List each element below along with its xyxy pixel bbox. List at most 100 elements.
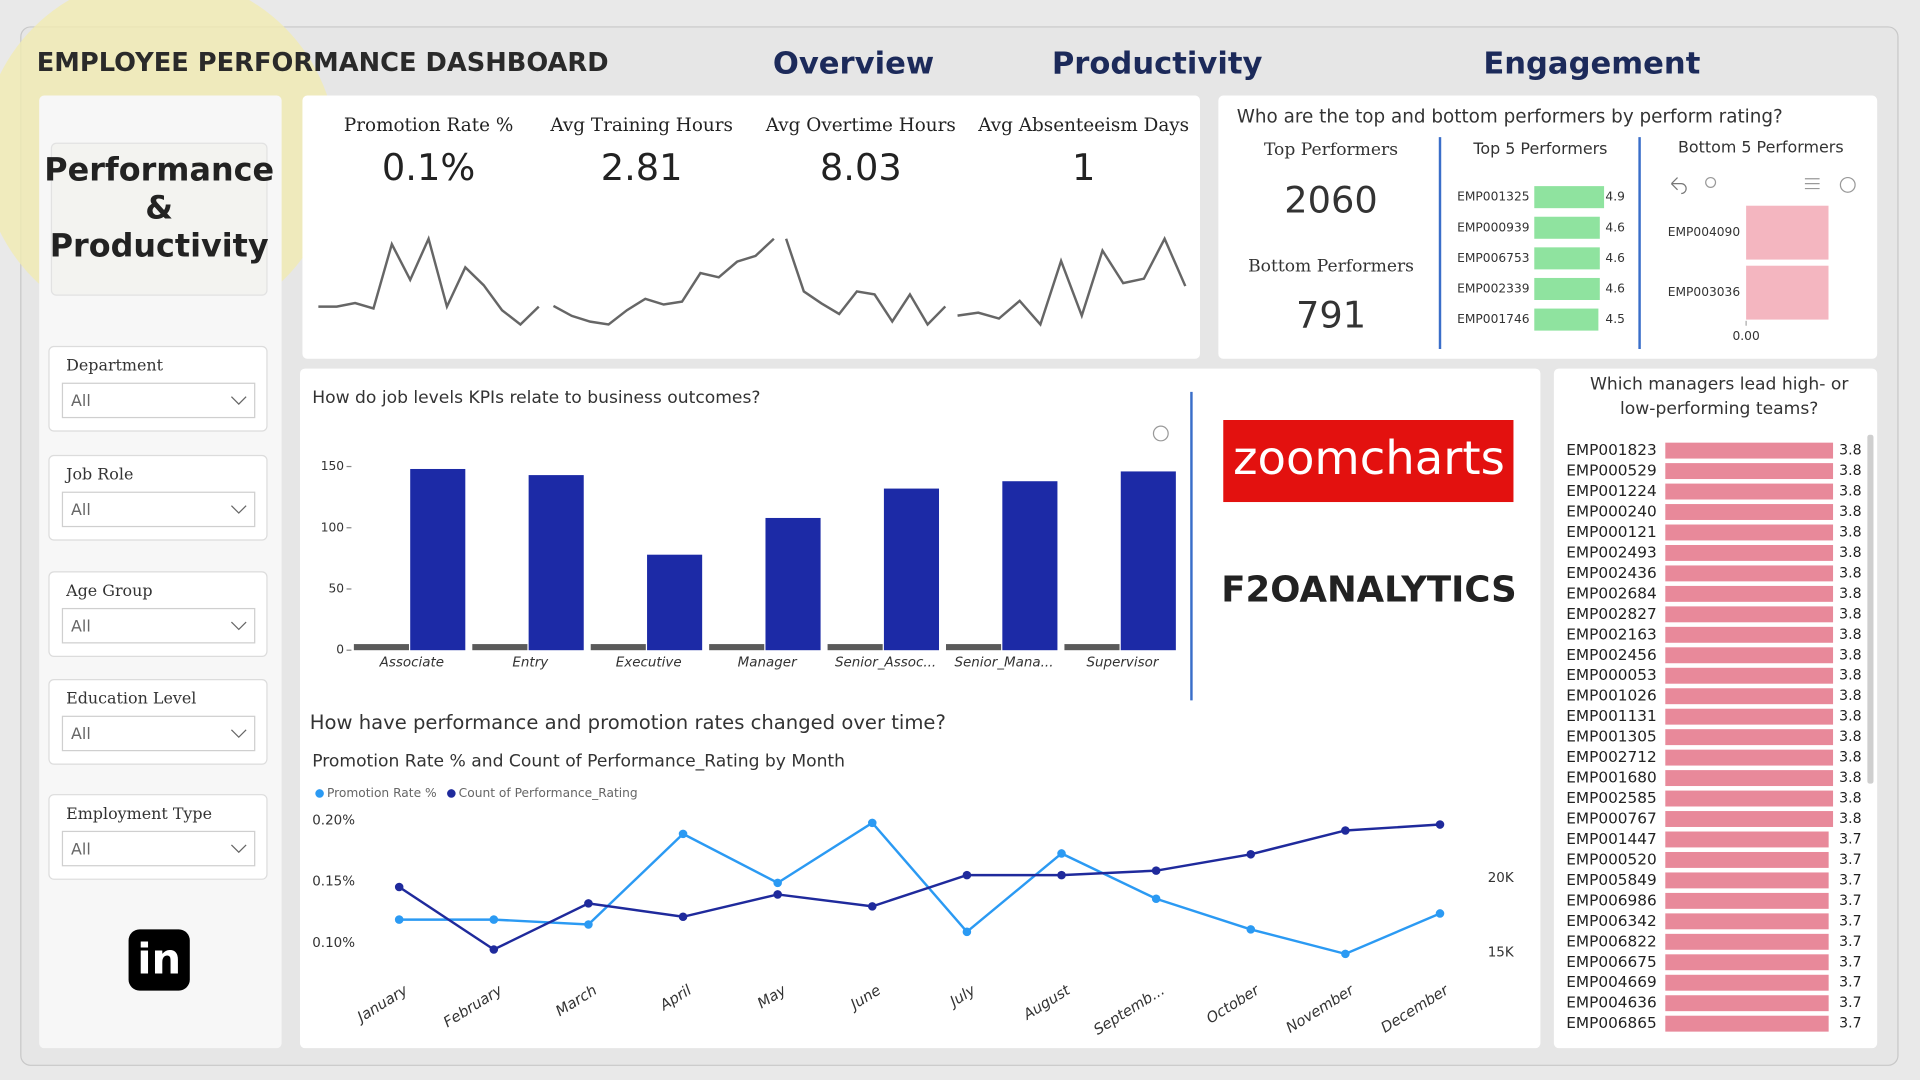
bar[interactable] — [1665, 463, 1834, 480]
bar[interactable] — [647, 554, 703, 651]
point[interactable] — [1057, 849, 1066, 858]
bar[interactable] — [1665, 933, 1829, 950]
point[interactable] — [394, 882, 404, 892]
bar[interactable] — [1064, 644, 1120, 651]
point[interactable] — [678, 829, 688, 839]
help-icon[interactable] — [1152, 425, 1169, 442]
point[interactable] — [1151, 866, 1161, 875]
point[interactable] — [962, 927, 972, 937]
bar[interactable] — [1746, 265, 1829, 320]
bar[interactable] — [1665, 913, 1829, 930]
bar[interactable] — [1665, 688, 1834, 705]
nav-tab[interactable]: Productivity — [1052, 46, 1263, 81]
dashboard-title: EMPLOYEE PERFORMANCE DASHBOARD — [37, 48, 609, 78]
nav-tab[interactable]: Engagement — [1483, 46, 1700, 81]
linkedin-icon[interactable] — [128, 929, 190, 991]
point[interactable] — [773, 890, 782, 899]
help-icon[interactable] — [1839, 176, 1856, 193]
bar-label: EMP004090 — [1668, 225, 1740, 239]
point[interactable] — [678, 912, 688, 922]
point[interactable] — [584, 920, 593, 929]
bar[interactable] — [1665, 483, 1834, 500]
bar[interactable] — [1665, 544, 1834, 561]
bar[interactable] — [1665, 872, 1829, 889]
filter-value: All — [71, 391, 91, 410]
bar[interactable] — [827, 644, 883, 651]
bar[interactable] — [1534, 216, 1600, 239]
chevron — [230, 844, 247, 854]
bar[interactable] — [883, 488, 940, 651]
bar[interactable] — [709, 644, 765, 651]
data-label: 3.8 — [1839, 750, 1861, 766]
bar[interactable] — [1534, 247, 1600, 270]
back-icon[interactable] — [1670, 177, 1687, 195]
bar[interactable] — [1665, 606, 1834, 623]
bar-label: EMP006865 — [1566, 1014, 1656, 1032]
bar[interactable] — [1665, 442, 1834, 459]
point[interactable] — [394, 915, 404, 924]
bar[interactable] — [1665, 667, 1834, 684]
bar[interactable] — [1665, 504, 1834, 520]
chart-title: Bottom 5 Performers — [1678, 138, 1844, 157]
point[interactable] — [1341, 826, 1350, 835]
point[interactable] — [489, 915, 499, 924]
filter-dropdown[interactable] — [61, 715, 256, 752]
filter-label: Age Group — [65, 581, 152, 600]
point[interactable] — [1246, 849, 1256, 859]
bar[interactable] — [1665, 974, 1829, 991]
bar-label: EMP002339 — [1457, 281, 1529, 295]
bar[interactable] — [1534, 277, 1600, 300]
bar[interactable] — [1665, 749, 1834, 766]
bar[interactable] — [1665, 647, 1834, 664]
point[interactable] — [1246, 925, 1256, 934]
bar[interactable] — [590, 644, 646, 651]
bar[interactable] — [765, 517, 821, 651]
bar[interactable] — [1665, 1015, 1829, 1032]
filter-dropdown[interactable] — [61, 382, 256, 419]
scrollbar[interactable] — [1867, 434, 1874, 784]
point[interactable] — [962, 870, 972, 880]
bar[interactable] — [1665, 729, 1834, 746]
point[interactable] — [1057, 870, 1066, 880]
point[interactable] — [773, 878, 782, 888]
bar[interactable] — [1665, 892, 1829, 909]
bar[interactable] — [1534, 308, 1599, 331]
bar[interactable] — [1665, 811, 1834, 827]
point[interactable] — [1341, 949, 1350, 959]
bar[interactable] — [1665, 565, 1834, 582]
bar[interactable] — [1120, 471, 1176, 651]
bar[interactable] — [1665, 770, 1834, 787]
bar[interactable] — [1665, 524, 1834, 541]
bar[interactable] — [1665, 790, 1834, 807]
filter-label: Education Level — [66, 689, 196, 708]
bar[interactable] — [1665, 708, 1834, 725]
bar[interactable] — [528, 475, 584, 651]
filter-dropdown[interactable] — [61, 830, 256, 867]
bar[interactable] — [1746, 205, 1829, 260]
point[interactable] — [1151, 894, 1161, 904]
point[interactable] — [1435, 820, 1445, 829]
point[interactable] — [584, 899, 593, 908]
point[interactable] — [1435, 909, 1445, 918]
bar[interactable] — [1665, 954, 1829, 971]
bar[interactable] — [1665, 995, 1829, 1012]
bar[interactable] — [946, 644, 1002, 651]
point[interactable] — [867, 818, 877, 828]
filter-dropdown[interactable] — [61, 491, 256, 528]
filter-dropdown[interactable] — [61, 607, 256, 644]
nav-tab[interactable]: Overview — [773, 46, 934, 81]
bar[interactable] — [1665, 831, 1829, 848]
bar[interactable] — [1665, 626, 1834, 643]
bar-label: EMP001131 — [1566, 707, 1656, 725]
bar[interactable] — [1665, 851, 1829, 868]
bar[interactable] — [472, 644, 528, 651]
bar[interactable] — [1665, 585, 1834, 602]
bar[interactable] — [1534, 186, 1605, 209]
point[interactable] — [489, 945, 499, 954]
point[interactable] — [867, 902, 877, 911]
bar[interactable] — [1002, 481, 1058, 651]
zoom-icon[interactable] — [1705, 176, 1717, 188]
menu-icon[interactable] — [1804, 178, 1820, 190]
bar[interactable] — [353, 644, 409, 651]
bar[interactable] — [410, 468, 466, 651]
